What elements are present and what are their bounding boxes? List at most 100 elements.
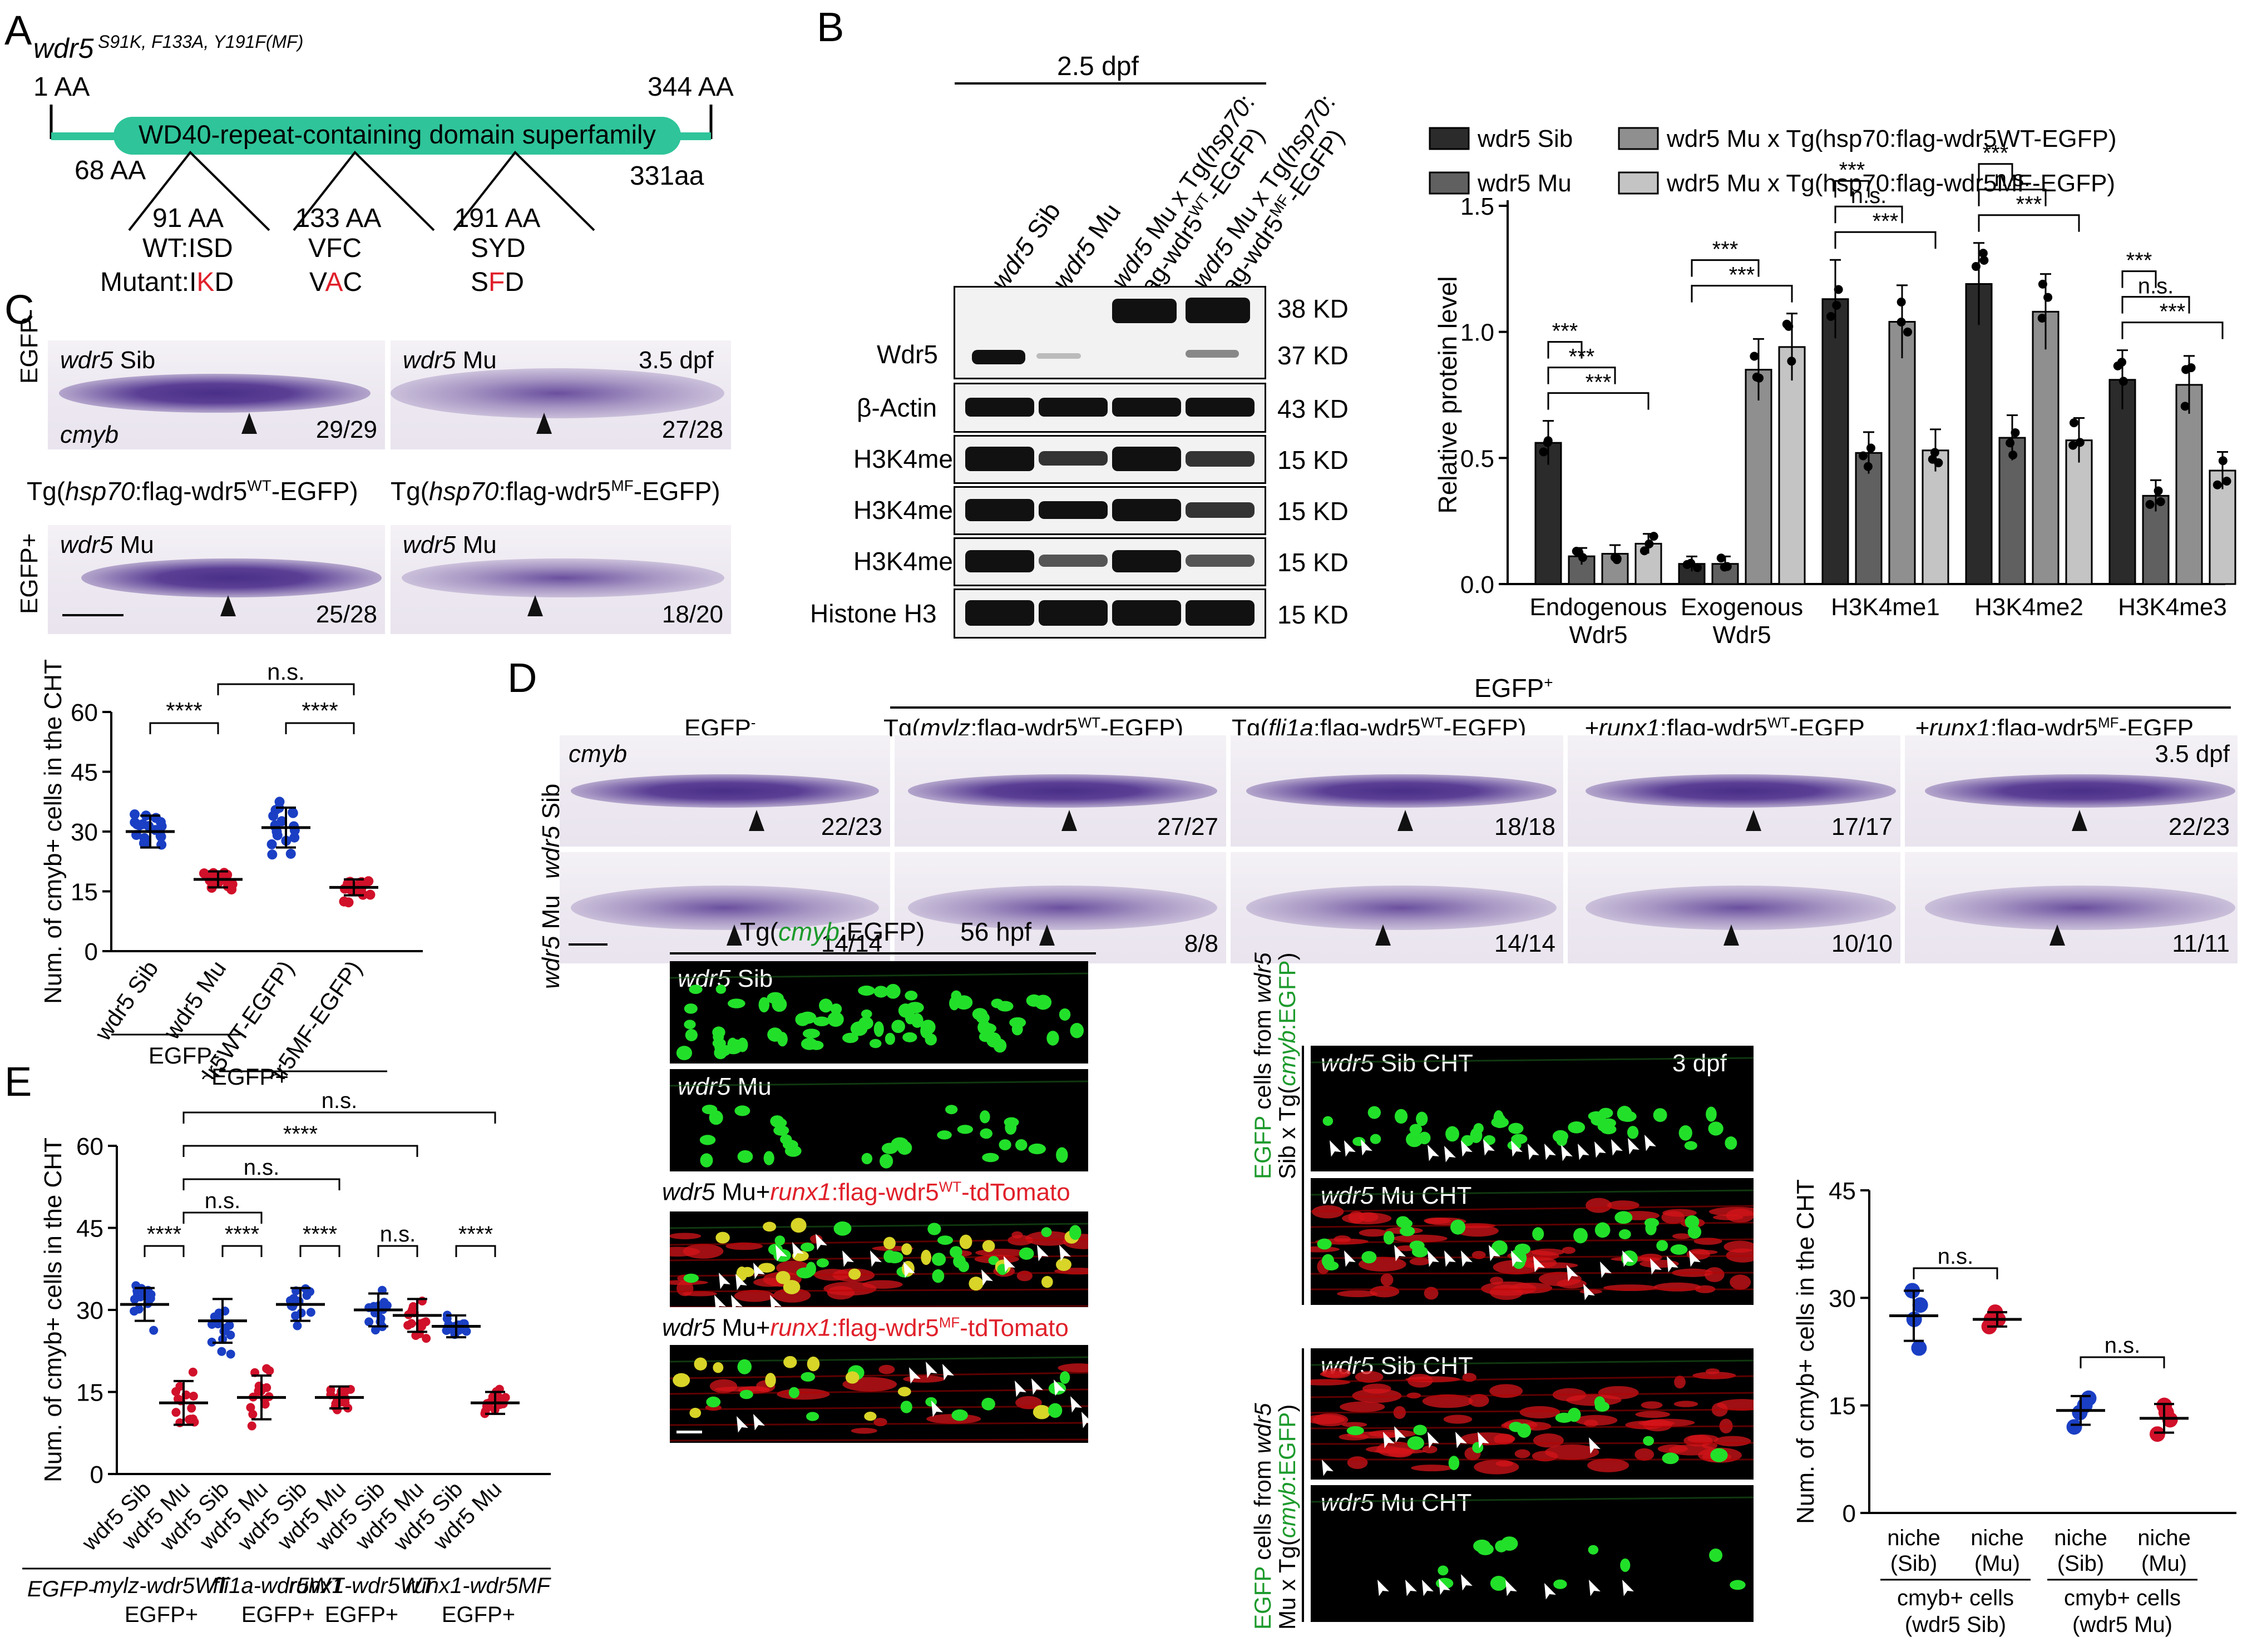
data-point [146,1294,155,1303]
data-point [2066,1419,2082,1435]
data-point [268,810,279,821]
mutant-row-site-2: VAC [309,268,363,297]
site-3-position: 191 AA [455,204,541,233]
significance-label: *** [1983,141,2009,166]
panel-b-bar-chart: wdr5 Sib wdr5 Mu wdr5 Mu x Tg(hsp70:flag-w… [1429,125,2236,645]
wd40-domain-bar [113,117,681,155]
e-significance: n.s. [322,1089,357,1113]
c-x-label: wdr5 Sib [90,956,164,1046]
kd-38: 38 KD [1277,294,1349,323]
data-point [285,848,296,859]
dot-ytick: 30 [71,819,98,846]
data-point [271,827,282,837]
c-tile-mu-mf: wdr5 Mu 18/20 [391,525,731,634]
data-point [293,1321,302,1330]
g-x-label: niche [1887,1526,1940,1550]
blot-label-h3k4me1: H3K4me1 [853,444,967,473]
dot-ytick: 0 [90,1461,103,1488]
significance-label: *** [1586,370,1612,395]
d-tile-r1-c4: 17/17 [1568,735,1900,847]
data-point [492,1388,502,1398]
e-significance: **** [225,1222,259,1247]
data-point [407,1319,416,1328]
significance-label: n.s. [1994,167,2030,191]
blot-histone-h3 [954,588,1266,639]
significance-label: *** [2126,249,2152,273]
f-label-wt: wdr5 Mu+runx1:flag-wdr5WT-tdTomato [662,1178,1070,1206]
g-side-label-2: EGFP cells from wdr5 Mu x Tg(cmyb:EGFP) [1250,1403,1301,1630]
data-point [289,832,300,843]
f-tile-mu: wdr5 Mu [670,1069,1088,1171]
data-point [266,839,277,849]
panel-label-d: D [507,655,537,701]
data-point [2158,1404,2174,1421]
data-point [226,1330,235,1340]
bar-ytick: 0.5 [1460,445,1494,472]
e-group-label-line2: EGFP+ [325,1602,398,1627]
d-ratio: 27/27 [1157,813,1218,840]
panel-a-diagram: wdr5 S91K, F133A, Y191F(MF) 1 AA 344 AA … [33,32,734,263]
g-x-label-line2: (Sib) [2057,1551,2104,1576]
significance-label: *** [1712,238,1739,262]
e-significance: **** [147,1222,181,1247]
bar-category-label: Endogenous [1529,593,1667,621]
dot-ytick: 15 [71,879,98,906]
significance-label: n.s. [2138,274,2174,299]
dot-ytick: 60 [71,699,98,726]
c-row2-label: EGFP+ [16,533,43,615]
c-ratio-1: 29/29 [315,416,377,443]
data-point [217,1347,226,1356]
g-tile-2: wdr5 Mu CHT [1311,1178,1754,1305]
g-x-label: niche [1970,1526,2024,1550]
dot-ylabel: Num. of cmyb+ cells in the CHT [39,1137,67,1482]
d-ratio: 17/17 [1831,813,1893,840]
data-point [188,1367,197,1377]
data-point [343,897,354,908]
mutant-row-site-3: SFD [471,268,525,297]
d-header: EGFP+ [1474,674,1553,703]
data-point [246,1403,255,1412]
d-tile-r2-c3: 14/14 [1231,852,1563,963]
legend-swatch-0 [1429,127,1470,150]
d-tile-r1-c1: 22/23 cmyb [560,735,890,847]
panel-label-b: B [817,4,844,50]
mutated-residue-1: K [196,268,215,297]
g-stage: 3 dpf [1672,1050,1727,1077]
data-point [187,1403,196,1413]
c-group-egfp-neg: EGFP- [149,1042,220,1069]
mutant-row: Mutant:IKD [100,268,234,297]
legend-label-1: wdr5 Mu [1477,170,1572,197]
data-point [305,1287,315,1297]
bar-ytick: 1.5 [1460,193,1494,220]
bar [1888,321,1916,585]
data-point [408,1302,418,1312]
data-point [173,1394,182,1403]
protein-start-label: 1 AA [33,72,90,102]
g-group-label: cmyb+ cells [2064,1586,2181,1610]
bar [2032,310,2060,585]
d-tile-r1-c5: 22/23 3.5 dpf [1905,735,2238,847]
d-stage: 3.5 dpf [2155,740,2230,768]
mutant-prefix: Mutant: [100,268,190,297]
g-x-label-line2: (Sib) [1890,1551,1937,1576]
dot-ytick: 15 [1829,1393,1856,1420]
d-ratio: 10/10 [1831,930,1893,957]
bar [2108,379,2136,585]
bar-ytick: 0.0 [1460,571,1494,599]
d-tile-r1-c3: 18/18 [1231,735,1563,847]
e-group-label: EGFP- [27,1577,95,1601]
data-point [331,1399,340,1408]
significance-label: *** [1839,158,1865,182]
f-tile-mu-mf [670,1345,1088,1443]
blot-actin [954,383,1266,433]
dot-ylabel: Num. of cmyb+ cells in the CHT [1792,1179,1819,1524]
data-point [1911,1340,1927,1356]
g-significance: n.s. [1938,1244,1973,1269]
blot-h3k4me2 [954,486,1266,535]
data-point [480,1409,490,1418]
e-significance: n.s. [205,1189,240,1213]
e-group-label: fli1a-wdr5WT [213,1574,345,1598]
c-tile-mu-wt: wdr5 Mu 25/28 [48,525,385,634]
data-point [156,832,166,842]
